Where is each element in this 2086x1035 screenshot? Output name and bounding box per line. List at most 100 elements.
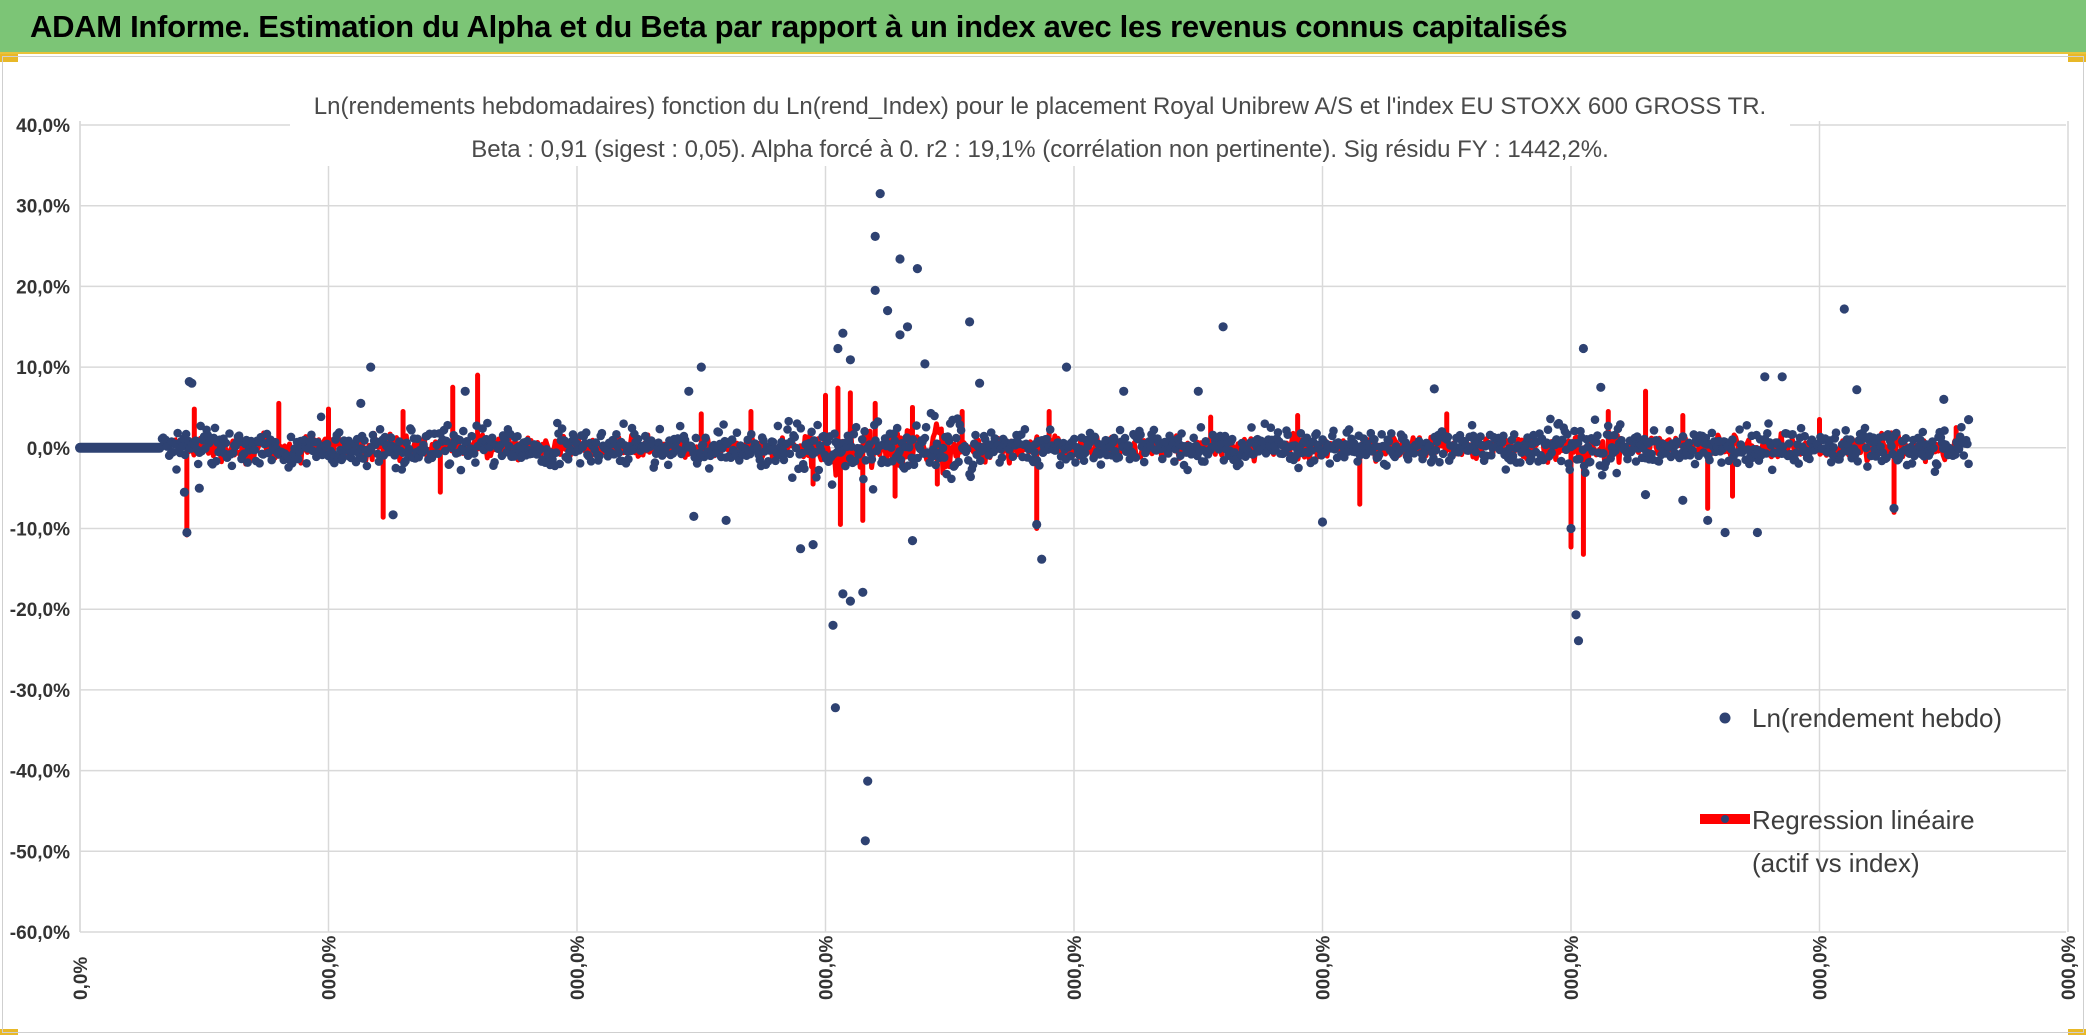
y-tick-label: -10,0% <box>10 520 70 541</box>
data-point <box>814 465 824 475</box>
data-point <box>870 231 880 241</box>
y-tick-label: 0,0% <box>27 439 70 460</box>
data-point <box>1090 432 1100 442</box>
data-point <box>696 362 706 372</box>
data-point <box>971 430 980 440</box>
data-point <box>1114 453 1124 462</box>
data-point <box>595 451 604 461</box>
data-point <box>619 419 628 429</box>
data-point <box>1957 422 1966 432</box>
data-point <box>684 386 694 396</box>
data-point <box>586 457 596 466</box>
data-point <box>1611 446 1620 456</box>
data-point <box>553 418 562 428</box>
data-point <box>812 473 821 482</box>
data-point <box>965 317 975 327</box>
data-point <box>307 430 316 440</box>
data-point <box>813 420 822 430</box>
data-point <box>1632 432 1642 441</box>
data-point <box>895 254 905 264</box>
data-point <box>895 447 904 456</box>
data-point <box>624 454 633 464</box>
data-point <box>1882 453 1891 463</box>
data-point <box>467 431 477 441</box>
data-point <box>366 362 376 372</box>
data-point <box>1805 454 1814 464</box>
data-point <box>1508 451 1518 461</box>
data-point <box>773 421 783 431</box>
data-point <box>870 285 880 295</box>
data-point <box>1247 423 1256 432</box>
data-point <box>1616 420 1625 429</box>
data-point <box>286 432 296 442</box>
x-axis: 0,0% 000,0% 000,0% 000,0% 000,0% 000,0% 000,0%… <box>71 935 2080 1000</box>
data-point <box>895 330 905 340</box>
y-tick-label: -30,0% <box>10 681 70 702</box>
data-point <box>459 426 468 436</box>
data-point <box>1193 386 1203 396</box>
data-point <box>504 441 514 451</box>
data-point <box>784 416 793 426</box>
data-point <box>180 450 190 460</box>
data-point <box>250 445 260 455</box>
data-point <box>614 448 624 458</box>
data-point <box>1120 433 1130 443</box>
data-point <box>460 386 470 396</box>
data-point <box>838 328 848 338</box>
data-point <box>1928 437 1937 446</box>
data-point <box>704 464 714 473</box>
data-point <box>1767 465 1777 475</box>
data-point <box>689 511 699 521</box>
data-point <box>655 424 665 434</box>
corner-marker-top-left <box>0 54 18 62</box>
data-point <box>316 412 326 422</box>
data-point <box>1035 461 1044 470</box>
data-point <box>395 437 404 446</box>
data-point <box>210 423 220 433</box>
data-point <box>930 411 939 421</box>
data-point <box>759 436 768 445</box>
data-point <box>1070 434 1079 444</box>
data-point <box>863 776 873 786</box>
data-point <box>1032 519 1042 530</box>
data-point <box>1501 465 1511 474</box>
data-point <box>1763 429 1772 438</box>
data-point <box>913 453 922 463</box>
data-point <box>1382 461 1391 470</box>
data-point <box>1732 458 1742 468</box>
data-point <box>1307 446 1317 455</box>
data-point <box>513 432 522 441</box>
data-point <box>581 428 591 437</box>
data-point <box>1177 429 1186 438</box>
data-point <box>597 428 607 438</box>
data-point <box>698 440 708 450</box>
data-point <box>1149 425 1159 435</box>
data-point <box>1954 444 1964 454</box>
data-point <box>1612 468 1621 478</box>
data-point <box>1964 459 1973 469</box>
data-point <box>1283 430 1292 440</box>
data-point <box>783 425 792 434</box>
data-point <box>1654 457 1664 466</box>
data-point <box>1201 437 1210 446</box>
data-point <box>857 435 867 444</box>
data-point <box>1672 437 1682 446</box>
data-point <box>849 429 859 439</box>
data-point <box>1761 449 1771 458</box>
data-point <box>168 447 178 457</box>
data-point <box>1861 443 1871 453</box>
data-point <box>1516 458 1525 467</box>
data-point <box>1096 460 1106 469</box>
y-tick-label: 40,0% <box>16 116 70 137</box>
data-point <box>1735 425 1744 434</box>
data-point <box>868 485 878 494</box>
data-point <box>193 459 203 469</box>
data-point <box>1079 456 1089 466</box>
data-point <box>808 540 818 550</box>
data-point <box>1887 441 1896 451</box>
data-point <box>194 483 204 493</box>
data-point <box>809 436 819 445</box>
data-point <box>841 461 850 471</box>
data-point <box>1045 425 1055 434</box>
data-point <box>932 439 942 449</box>
